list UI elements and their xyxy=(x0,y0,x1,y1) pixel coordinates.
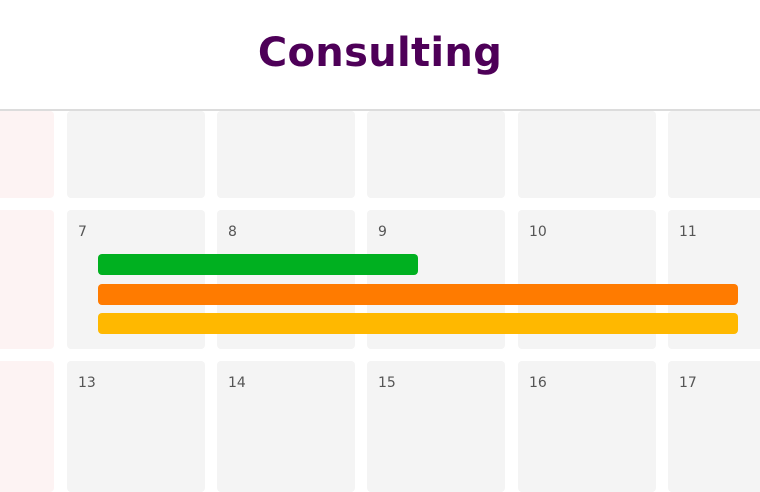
day-cell[interactable] xyxy=(217,111,355,198)
week-side-cell xyxy=(0,111,54,198)
week-side-cell xyxy=(0,210,54,349)
day-cell[interactable]: 16 xyxy=(518,361,656,492)
day-number: 7 xyxy=(78,224,87,240)
week-side-cell xyxy=(0,361,54,492)
event-bar[interactable] xyxy=(98,313,738,334)
day-number: 16 xyxy=(529,375,547,391)
calendar-header: Consulting xyxy=(0,0,760,111)
day-number: 9 xyxy=(378,224,387,240)
day-number: 11 xyxy=(679,224,697,240)
day-number: 17 xyxy=(679,375,697,391)
day-cell[interactable] xyxy=(367,111,505,198)
day-cell[interactable]: 17 xyxy=(668,361,760,492)
event-bar[interactable] xyxy=(98,254,418,275)
event-bar[interactable] xyxy=(98,284,738,305)
day-cell[interactable]: 15 xyxy=(367,361,505,492)
day-cell[interactable] xyxy=(668,111,760,198)
day-cell[interactable]: 14 xyxy=(217,361,355,492)
day-number: 13 xyxy=(78,375,96,391)
calendar-title: Consulting xyxy=(257,29,503,76)
day-cell[interactable]: 13 xyxy=(67,361,205,492)
day-number: 14 xyxy=(228,375,246,391)
day-number: 10 xyxy=(529,224,547,240)
day-number: 8 xyxy=(228,224,237,240)
day-cell[interactable] xyxy=(67,111,205,198)
day-cell[interactable] xyxy=(518,111,656,198)
day-number: 15 xyxy=(378,375,396,391)
